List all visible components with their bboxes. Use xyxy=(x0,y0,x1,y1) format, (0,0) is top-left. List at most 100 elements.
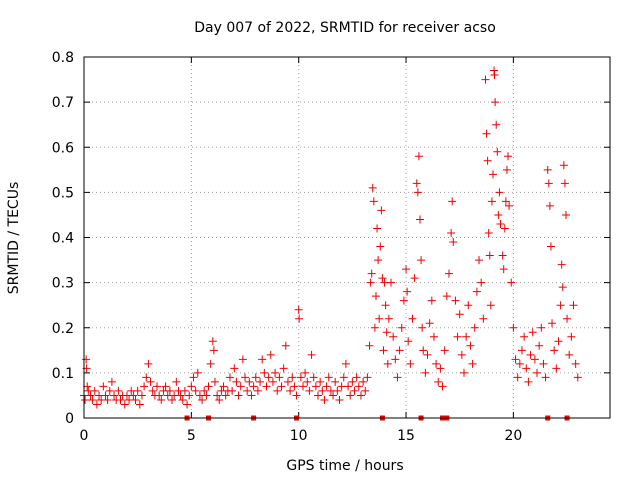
data-point xyxy=(573,373,582,382)
data-point xyxy=(273,386,282,395)
data-point xyxy=(329,391,338,400)
data-point xyxy=(368,183,377,192)
data-point xyxy=(406,359,415,368)
data-point xyxy=(101,391,110,400)
data-point xyxy=(477,278,486,287)
data-point xyxy=(571,359,580,368)
data-point xyxy=(393,373,402,382)
data-point xyxy=(511,355,520,364)
data-point xyxy=(348,377,357,386)
data-point xyxy=(354,382,363,391)
data-point xyxy=(397,323,406,332)
data-point xyxy=(522,364,531,373)
data-point xyxy=(249,382,258,391)
data-point xyxy=(187,382,196,391)
data-point xyxy=(288,373,297,382)
data-point xyxy=(243,386,252,395)
data-point xyxy=(318,386,327,395)
data-point xyxy=(311,382,320,391)
data-point xyxy=(131,395,140,404)
data-point xyxy=(279,364,288,373)
y-tick-label: 0.8 xyxy=(52,50,74,66)
data-point xyxy=(524,377,533,386)
data-point xyxy=(460,368,469,377)
data-point xyxy=(324,373,333,382)
data-points xyxy=(80,66,582,421)
axis-ticks: 0 0.1 0.2 0.3 0.4 0.5 0.6 0.7 0.8 0 5 10 15 20 xyxy=(52,50,610,444)
y-tick-label: 0.2 xyxy=(52,321,74,337)
data-point xyxy=(515,359,524,368)
data-point xyxy=(383,359,392,368)
data-point xyxy=(180,386,189,395)
data-point xyxy=(482,129,491,138)
data-point xyxy=(504,152,513,161)
data-point xyxy=(238,355,247,364)
data-point xyxy=(377,206,386,215)
data-point xyxy=(81,395,90,404)
data-point xyxy=(219,382,228,391)
data-point xyxy=(359,377,368,386)
data-point xyxy=(369,197,378,206)
data-point xyxy=(550,346,559,355)
data-point xyxy=(483,156,492,165)
data-point xyxy=(494,210,503,219)
data-point xyxy=(202,391,211,400)
data-point xyxy=(283,377,292,386)
data-point xyxy=(421,368,430,377)
data-point xyxy=(448,197,457,206)
data-point xyxy=(546,242,555,251)
data-point xyxy=(567,332,576,341)
data-point xyxy=(253,386,262,395)
y-tick-label: 0.5 xyxy=(52,185,74,201)
data-point xyxy=(110,391,119,400)
data-point xyxy=(303,377,312,386)
data-point xyxy=(554,337,563,346)
data-point xyxy=(475,256,484,265)
data-point xyxy=(484,228,493,237)
data-point xyxy=(417,256,426,265)
data-point xyxy=(346,391,355,400)
data-point xyxy=(498,251,507,260)
data-point xyxy=(165,386,174,395)
data-point xyxy=(457,350,466,359)
data-point xyxy=(507,278,516,287)
data-point xyxy=(361,386,370,395)
data-point xyxy=(185,391,194,400)
data-point xyxy=(479,314,488,323)
data-point xyxy=(412,179,421,188)
data-point xyxy=(307,350,316,359)
data-point xyxy=(204,382,213,391)
data-point xyxy=(558,283,567,292)
data-point xyxy=(410,274,419,283)
data-point xyxy=(370,323,379,332)
data-point xyxy=(271,368,280,377)
data-point xyxy=(374,256,383,265)
data-point xyxy=(168,395,177,404)
y-tick-label: 0.1 xyxy=(52,366,74,382)
data-point xyxy=(427,296,436,305)
data-point xyxy=(309,373,318,382)
data-point xyxy=(316,377,325,386)
data-point xyxy=(183,400,192,409)
data-point xyxy=(144,359,153,368)
data-point xyxy=(258,355,267,364)
data-point xyxy=(502,165,511,174)
data-point xyxy=(499,265,508,274)
data-point xyxy=(552,364,561,373)
data-point xyxy=(517,346,526,355)
data-point xyxy=(545,201,554,210)
data-point xyxy=(402,265,411,274)
data-point xyxy=(429,332,438,341)
data-point xyxy=(363,373,372,382)
data-point xyxy=(495,188,504,197)
data-point xyxy=(99,382,108,391)
data-point xyxy=(487,197,496,206)
data-point xyxy=(232,377,241,386)
data-point xyxy=(200,386,209,395)
data-point xyxy=(86,391,95,400)
data-point xyxy=(230,364,239,373)
plot-frame xyxy=(83,56,611,419)
x-tick-label: 10 xyxy=(290,428,308,444)
data-point xyxy=(137,391,146,400)
data-point xyxy=(513,373,522,382)
